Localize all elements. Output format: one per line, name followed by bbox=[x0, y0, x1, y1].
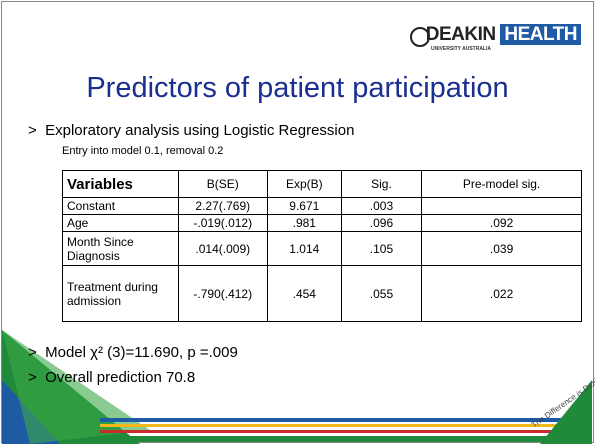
header-cell: Sig. bbox=[340, 170, 423, 198]
table-cell: .096 bbox=[340, 214, 423, 232]
table-cell: .105 bbox=[340, 231, 423, 266]
intro-note: Entry into model 0.1, removal 0.2 bbox=[62, 145, 224, 157]
bullet-marker: > bbox=[28, 122, 37, 139]
table-cell: Month Since Diagnosis bbox=[62, 231, 179, 266]
header-cell: Exp(B) bbox=[266, 170, 342, 198]
header-row: Variables B(SE) Exp(B) Sig. Pre-model sig. bbox=[62, 170, 582, 198]
table-cell: .022 bbox=[421, 265, 582, 322]
table-cell: .003 bbox=[340, 197, 423, 215]
logo-text: DEAKIN bbox=[425, 24, 496, 45]
table-cell: 1.014 bbox=[266, 231, 342, 266]
table-cell: Constant bbox=[62, 197, 179, 215]
table-row: Constant 2.27(.769) 9.671.003 bbox=[62, 197, 582, 215]
intro: > Exploratory analysis using Logistic Re… bbox=[28, 122, 354, 139]
table-cell: 2.27(.769) bbox=[177, 197, 268, 215]
table-cell: Treatment during admission bbox=[62, 265, 179, 322]
table-cell: .055 bbox=[340, 265, 423, 322]
table-cell: .014(.009) bbox=[177, 231, 268, 266]
bullet: > Model χ² (3)=11.690, p =.009 bbox=[28, 344, 238, 361]
table-cell: -.019(.012) bbox=[177, 214, 268, 232]
logo-highlight: HEALTH bbox=[500, 24, 581, 45]
header-cell: B(SE) bbox=[177, 170, 268, 198]
table-cell: .454 bbox=[266, 265, 342, 322]
table-cell: .092 bbox=[421, 214, 582, 232]
intro-text: Exploratory analysis using Logistic Regr… bbox=[45, 122, 355, 139]
bullet: > Overall prediction 70.8 bbox=[28, 369, 195, 386]
table-row: Month Since Diagnosis .014(.009) 1.014.105… bbox=[62, 231, 582, 266]
header-cell: Pre-model sig. bbox=[421, 170, 582, 198]
table-cell bbox=[421, 197, 582, 215]
logo: DEAKIN HEALTH bbox=[426, 24, 581, 46]
table-cell: .039 bbox=[421, 231, 582, 266]
table-cell: 9.671 bbox=[266, 197, 342, 215]
results-table: Variables B(SE) Exp(B) Sig. Pre-model sig. Co… bbox=[62, 170, 582, 322]
table-cell: .981 bbox=[266, 214, 342, 232]
table-row: Age -.019(.012) .981.096.092 bbox=[62, 214, 582, 232]
logo-sub: UNIVERSITY AUSTRALIA bbox=[430, 46, 491, 52]
bullet-marker: > bbox=[28, 369, 37, 386]
header-cell: Variables bbox=[62, 170, 179, 198]
bullet-text: Model χ² (3)=11.690, p =.009 bbox=[45, 344, 238, 361]
table-row: Treatment during admission -.790(.412) .45… bbox=[62, 265, 582, 322]
table-cell: -.790(.412) bbox=[177, 265, 268, 322]
slide-title: Predictors of patient participation bbox=[86, 72, 509, 104]
bullet-marker: > bbox=[28, 344, 37, 361]
table-cell: Age bbox=[62, 214, 179, 232]
bullet-text: Overall prediction 70.8 bbox=[45, 369, 196, 386]
